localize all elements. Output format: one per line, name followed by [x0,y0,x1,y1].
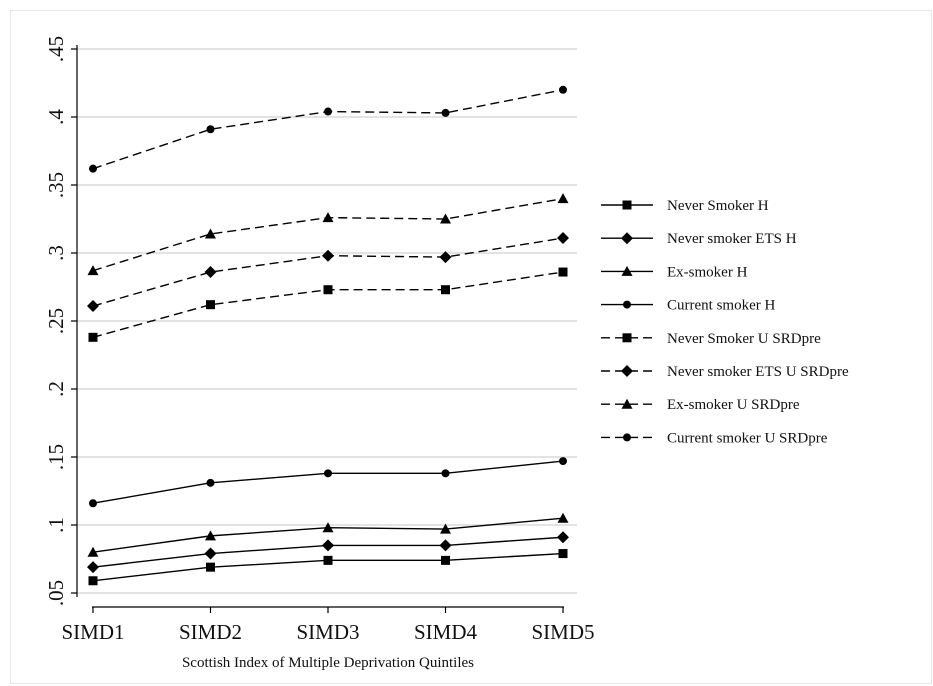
marker-diamond [621,232,633,245]
marker-square [88,576,98,586]
marker-diamond [557,232,569,245]
series-4 [88,267,568,342]
legend-label: Current smoker H [667,298,775,314]
legend-label: Never smoker ETS U SRDpre [667,364,849,380]
marker-diamond [87,300,99,313]
axes: .05 .1 .15 .2 .25 .3 .35 .4 .45 SIMD1 SIMD2 SIMD3 SI… [44,36,595,644]
marker-diamond [621,365,633,377]
marker-circle [206,478,215,487]
legend-item: Never Smoker U SRDpre [601,331,821,347]
x-tick-label: SIMD3 [296,620,359,644]
series-0 [88,549,568,586]
marker-circle [324,469,332,478]
marker-triangle [205,228,216,239]
marker-triangle [557,512,569,523]
series-5 [87,232,569,313]
marker-diamond [439,251,452,264]
series-group [87,85,569,586]
legend-item: Never Smoker H [601,198,769,214]
marker-triangle [621,398,633,409]
marker-square [206,300,215,310]
marker-triangle [87,265,99,276]
legend-label: Never smoker ETS H [667,231,797,247]
line-chart: .05 .1 .15 .2 .25 .3 .35 .4 .45 SIMD1 SIMD2 SIMD3 SI… [44,36,849,671]
legend-label: Never Smoker H [667,198,769,214]
y-tick-label: .15 [44,444,68,470]
marker-square [441,555,450,565]
marker-square [441,285,450,295]
marker-circle [559,457,567,466]
marker-diamond [204,266,217,279]
legend-item: Never smoker ETS U SRDpre [601,364,849,380]
series-6 [87,193,569,276]
marker-diamond [439,539,452,552]
marker-circle [623,433,631,442]
marker-circle [623,300,631,309]
marker-circle [559,85,567,94]
x-tick-label: SIMD2 [179,620,242,644]
marker-square [622,333,632,343]
y-tick-label: .25 [44,308,68,334]
x-tick-label: SIMD4 [414,620,478,644]
marker-triangle [205,530,216,541]
marker-square [323,555,333,565]
marker-triangle [440,523,451,534]
legend: Never Smoker H Never smoker ETS H Ex-smoke… [601,198,849,446]
marker-circle [206,125,215,134]
marker-circle [89,164,97,173]
legend-label: Ex-smoker H [667,264,748,280]
series-line [92,271,564,338]
legend-label: Never Smoker U SRDpre [667,331,821,347]
legend-label: Ex-smoker U SRDpre [667,397,800,413]
marker-square [323,285,333,295]
marker-circle [324,107,332,116]
marker-triangle [557,193,569,204]
marker-diamond [557,531,569,544]
y-tick-label: .35 [44,172,68,198]
series-line [92,89,564,170]
marker-circle [89,499,97,508]
series-1 [87,531,569,574]
legend-item: Never smoker ETS H [601,231,797,247]
y-tick-label: .1 [44,517,68,533]
series-3 [89,457,567,508]
marker-triangle [440,213,451,224]
y-tick-label: .2 [44,381,68,397]
y-tick-label: .3 [44,245,68,261]
legend-item: Current smoker U SRDpre [601,430,828,446]
marker-square [88,332,98,342]
x-axis-title: Scottish Index of Multiple Deprivation Q… [182,655,474,671]
legend-item: Ex-smoker H [601,264,748,280]
series-7 [89,85,567,173]
marker-diamond [204,547,217,560]
series-2 [87,512,569,557]
x-tick-label: SIMD5 [531,620,594,644]
legend-item: Ex-smoker U SRDpre [601,397,800,413]
marker-diamond [87,561,99,574]
marker-square [558,549,568,559]
y-tick-label: .4 [44,109,68,125]
marker-square [558,267,568,277]
y-tick-label: .45 [44,36,68,62]
marker-triangle [87,546,99,557]
x-tick-label: SIMD1 [61,620,124,644]
series-line [92,460,564,504]
marker-triangle [621,265,633,276]
marker-circle [441,469,450,478]
chart-frame: .05 .1 .15 .2 .25 .3 .35 .4 .45 SIMD1 SIMD2 SIMD3 SI… [10,10,932,684]
marker-square [622,200,632,210]
marker-circle [441,108,450,117]
marker-triangle [322,522,334,533]
marker-triangle [322,212,334,223]
marker-diamond [322,539,334,552]
marker-square [206,562,215,572]
legend-label: Current smoker U SRDpre [667,430,828,446]
marker-diamond [322,249,334,262]
legend-item: Current smoker H [601,298,775,314]
y-tick-label: .05 [44,580,68,606]
